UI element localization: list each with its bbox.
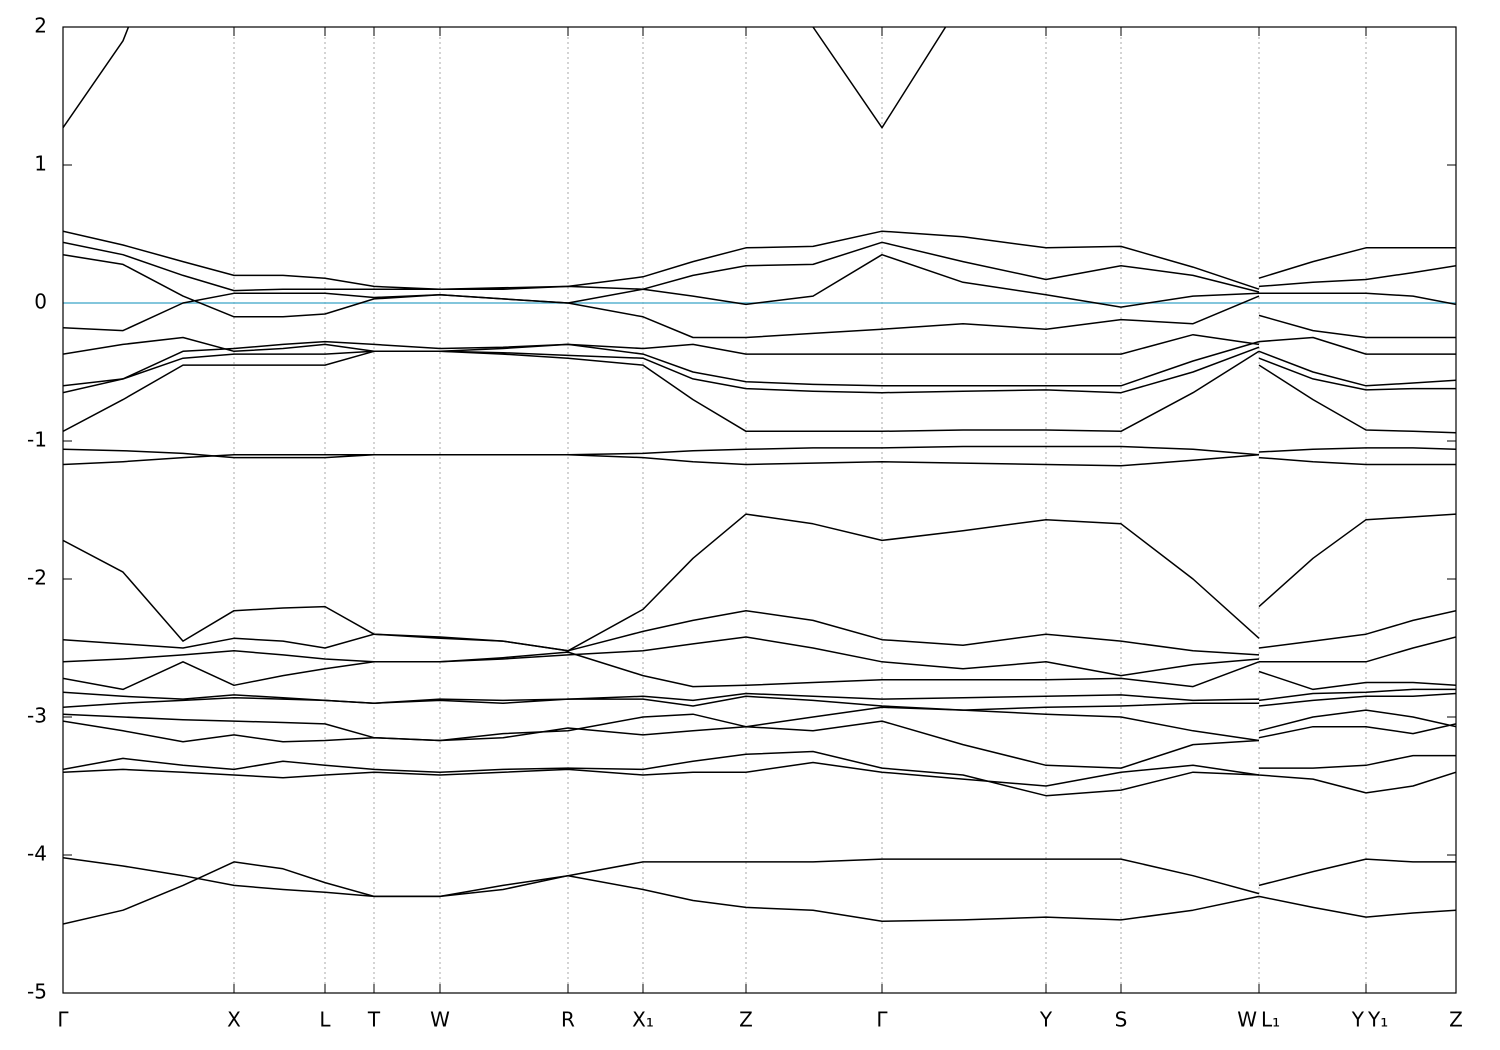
band-line <box>63 688 1456 704</box>
band-line <box>63 448 1456 467</box>
band-line <box>63 857 1456 898</box>
band-line <box>63 609 1456 656</box>
band-line <box>63 230 1456 290</box>
band-line <box>63 706 1456 742</box>
x-tick-label: X₁ <box>632 1008 654 1032</box>
x-tick-label: W <box>1237 1008 1257 1032</box>
y-tick-label: -2 <box>27 566 47 590</box>
band-line <box>63 651 1456 691</box>
x-tick-label: R <box>561 1008 575 1032</box>
x-tick-label: S <box>1115 1008 1128 1032</box>
band-line <box>63 861 1456 925</box>
band-line <box>63 333 1456 355</box>
band-line <box>63 241 1456 293</box>
band-line <box>63 350 1456 434</box>
plot-frame <box>62 26 1457 994</box>
band-line <box>63 445 1456 466</box>
y-tick-label: -1 <box>27 428 47 452</box>
x-tick-label: Y <box>1351 1008 1365 1032</box>
band-line <box>63 761 1456 794</box>
x-tick-label: Y <box>1039 1008 1053 1032</box>
bands <box>63 27 1456 925</box>
band-line <box>63 513 1456 652</box>
band-line <box>63 27 947 129</box>
band-line <box>63 692 1456 711</box>
band-line <box>63 253 1456 318</box>
x-tick-label: Y₁ <box>1367 1008 1388 1032</box>
x-tick-label: Γ <box>876 1008 888 1032</box>
band-line <box>63 720 1456 769</box>
band-line <box>63 346 1456 394</box>
x-tick-label: L <box>319 1008 331 1032</box>
x-tick-label: Z <box>739 1008 753 1032</box>
y-tick-label: 1 <box>34 152 47 176</box>
y-tick-label: 0 <box>34 290 47 314</box>
y-tick-label: 2 <box>34 14 47 38</box>
band-line <box>63 636 1456 677</box>
band-line <box>63 292 1456 339</box>
y-tick-label: -5 <box>27 980 47 1004</box>
x-tick-label: L₁ <box>1261 1008 1280 1032</box>
y-tick-label: -4 <box>27 842 47 866</box>
x-tick-label: Γ <box>57 1008 69 1032</box>
band-line <box>63 340 1456 387</box>
grid <box>62 26 1457 994</box>
x-tick-label: W <box>430 1008 450 1032</box>
x-tick-label: Z <box>1449 1008 1463 1032</box>
y-tick-label: -3 <box>27 704 47 728</box>
x-tick-label: T <box>367 1008 381 1032</box>
band-line <box>63 750 1456 797</box>
x-tick-label: X <box>227 1008 241 1032</box>
